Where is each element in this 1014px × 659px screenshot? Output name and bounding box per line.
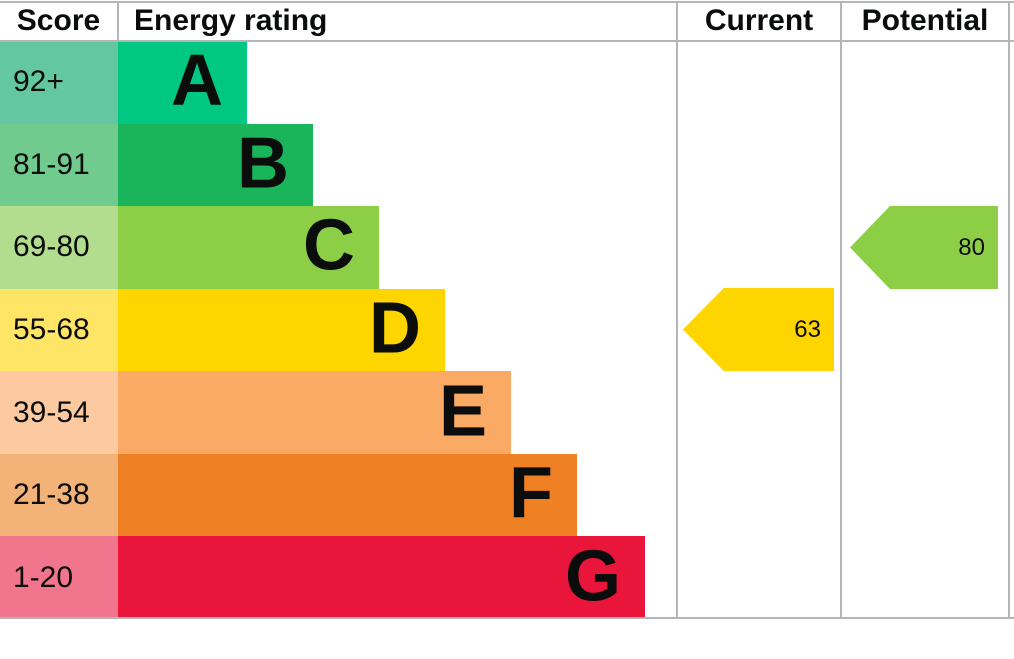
band-row-c: 69-80 C [0,206,677,289]
current-rating-arrow: 63 [683,288,834,371]
rating-letter-b: B [237,123,289,204]
rating-bar-e: E [118,371,511,454]
rating-bands: 92+ A 81-91 B 69-80 C 55-68 D 39-54 [0,41,677,620]
current-rating-value: 63 [794,315,821,343]
rating-bar-c: C [118,206,379,289]
grid-line-top [0,1,1014,3]
grid-line-current-divider [676,1,678,619]
rating-letter-a: A [171,40,223,121]
rating-bar-b: B [118,123,313,207]
grid-line-score-divider [117,1,119,40]
header-row: Score Energy rating Current Potential [0,0,1014,41]
band-row-f: 21-38 F [0,453,677,537]
rating-bar-d: D [118,288,445,372]
rating-letter-g: G [564,536,621,617]
band-row-b: 81-91 B [0,123,677,207]
score-range-e: 39-54 [0,371,118,454]
grid-line-potential-divider [840,1,842,619]
score-range-g: 1-20 [0,536,118,620]
potential-rating-value: 80 [958,233,985,261]
band-row-d: 55-68 D [0,288,677,372]
score-range-b: 81-91 [0,123,118,207]
grid-line-bottom [0,617,1014,619]
grid-line-right-edge [1008,1,1010,619]
rating-bar-f: F [118,453,577,537]
band-row-g: 1-20 G [0,536,677,620]
rating-letter-c: C [303,205,355,286]
header-score-label: Score [16,3,101,37]
score-range-f: 21-38 [0,453,118,537]
header-energy-rating-label: Energy rating [134,3,328,37]
band-row-e: 39-54 E [0,371,677,454]
rating-letter-f: F [509,453,553,534]
grid-line-header-bottom [0,40,1014,42]
potential-rating-arrow: 80 [850,206,998,289]
rating-letter-e: E [438,371,487,452]
rating-letter-d: D [369,288,421,369]
score-range-c: 69-80 [0,206,118,289]
header-potential-label: Potential [861,3,989,37]
score-range-a: 92+ [0,41,118,124]
score-range-d: 55-68 [0,288,118,372]
rating-bar-a: A [118,41,247,124]
header-current-label: Current [704,3,814,37]
rating-bar-g: G [118,536,645,620]
band-row-a: 92+ A [0,41,677,124]
